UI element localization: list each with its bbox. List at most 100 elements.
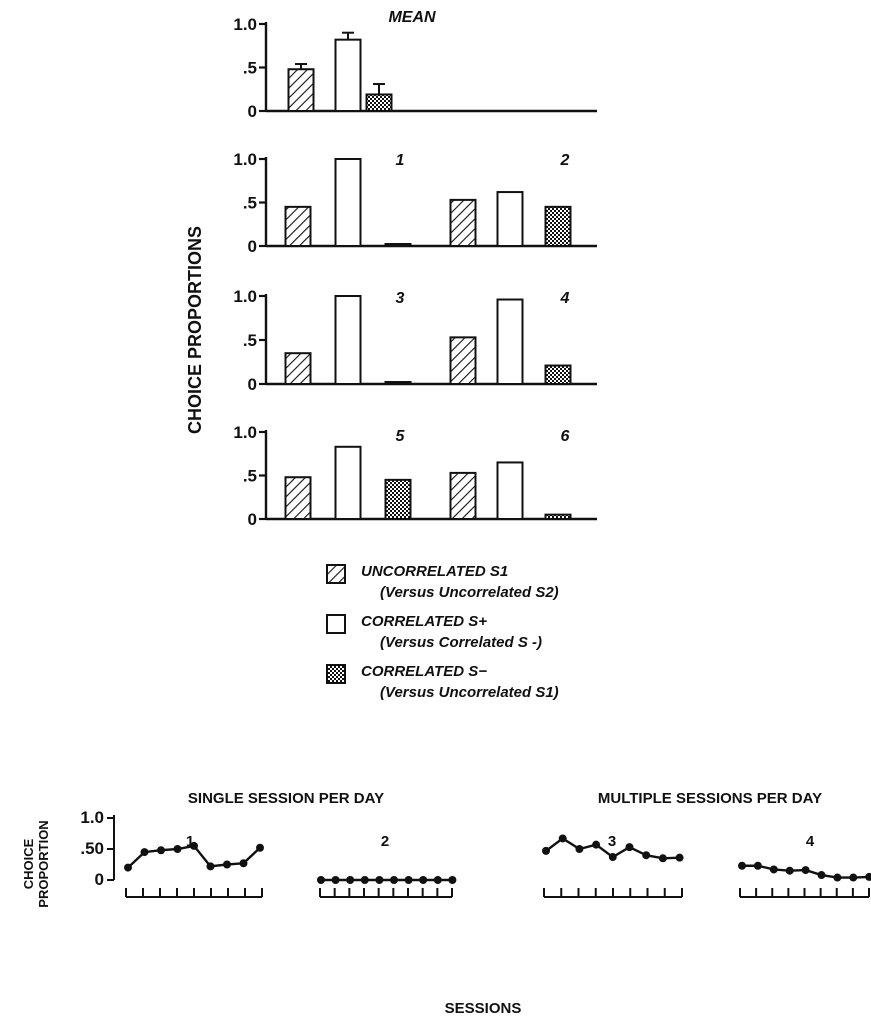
- bar: [384, 243, 412, 247]
- bar: [284, 205, 312, 248]
- bar: [334, 38, 362, 112]
- bar: [384, 478, 412, 521]
- bar: [449, 336, 477, 385]
- bar: [334, 445, 362, 521]
- data-point: [223, 860, 231, 869]
- data-point: [239, 859, 248, 868]
- panel-label: 4: [806, 833, 815, 850]
- bar: [334, 295, 362, 385]
- line-panel: 4: [738, 833, 871, 898]
- data-point: [801, 866, 810, 875]
- bar: [334, 158, 362, 247]
- data-point: [404, 876, 413, 884]
- legend: UNCORRELATED S1 (Versus Uncorrelated S2) C…: [326, 563, 559, 701]
- line-panel: 2: [317, 833, 457, 898]
- legend-sublabel: (Versus Correlated S -): [380, 634, 542, 651]
- y-tick-label: 1.0: [80, 808, 104, 827]
- data-point: [448, 876, 457, 884]
- data-point: [190, 841, 198, 850]
- data-point: [124, 863, 132, 872]
- y-tick-label: 0: [248, 102, 257, 121]
- panel-label: 1: [186, 833, 194, 850]
- line-chart: 1.0 .50 0 1 2 3 4: [80, 808, 871, 898]
- data-point: [173, 845, 182, 853]
- data-point: [419, 876, 428, 884]
- line-chart-ylabel-line-1: CHOICE: [21, 838, 36, 889]
- y-tick-label: .5: [243, 59, 257, 78]
- data-point: [317, 876, 325, 884]
- y-tick-label: 0: [248, 237, 257, 256]
- legend-sublabel: (Versus Uncorrelated S2): [380, 584, 559, 601]
- legend-sublabel: (Versus Uncorrelated S1): [380, 684, 559, 701]
- group-label: 6: [561, 428, 570, 445]
- bar: [544, 364, 572, 385]
- data-point: [738, 861, 746, 870]
- data-point: [785, 866, 794, 875]
- legend-label: CORRELATED S+: [361, 613, 487, 630]
- data-point: [206, 862, 215, 871]
- heading-single-session: SINGLE SESSION PER DAY: [188, 790, 384, 807]
- line-panel: 1: [124, 833, 264, 898]
- data-point: [575, 845, 584, 853]
- data-point: [360, 876, 369, 884]
- data-point: [625, 843, 634, 852]
- y-tick-label: .5: [243, 331, 257, 350]
- bar-panel: 1.0 .5 0 3 4: [233, 287, 597, 394]
- data-point: [849, 873, 858, 882]
- data-point: [331, 876, 340, 884]
- data-point: [592, 840, 601, 849]
- bar: [384, 381, 412, 385]
- y-tick-label: .5: [243, 194, 257, 213]
- data-point: [375, 876, 384, 884]
- bar: [544, 513, 572, 521]
- y-tick-label: .5: [243, 467, 257, 486]
- bar: [284, 476, 312, 520]
- bar: [449, 471, 477, 521]
- panel-title: MEAN: [388, 9, 436, 26]
- group-label: 4: [560, 290, 570, 307]
- bar: [365, 93, 393, 113]
- bar: [496, 191, 524, 247]
- y-tick-label: 0: [95, 870, 104, 889]
- data-point: [256, 843, 264, 852]
- data-point: [140, 848, 149, 857]
- data-point: [558, 834, 567, 843]
- bar: [284, 352, 312, 386]
- bar: [496, 298, 524, 385]
- bar: [449, 198, 477, 247]
- y-tick-label: 0: [248, 510, 257, 529]
- group-label: 1: [396, 152, 405, 169]
- legend-swatch: [326, 614, 346, 634]
- data-point: [865, 872, 871, 881]
- y-tick-label: 1.0: [233, 15, 257, 34]
- bar-chart-ylabel: CHOICE PROPORTIONS: [185, 226, 205, 434]
- y-tick-label: 1.0: [233, 287, 257, 306]
- bar: [496, 461, 524, 521]
- data-point: [433, 876, 442, 884]
- legend-label: CORRELATED S−: [361, 663, 487, 680]
- data-point: [817, 871, 826, 880]
- data-point: [157, 846, 165, 855]
- data-point: [675, 853, 684, 862]
- bar-panel: 1.0 .5 0 1 2: [233, 150, 597, 256]
- line-chart-xlabel: SESSIONS: [445, 1000, 522, 1017]
- data-point: [608, 853, 617, 862]
- bar-chart: 1.0 .5 0 MEAN 1.0 .5 0 1 2 1.0 .5 0 3 4 1.0 .5 0 5 6: [233, 9, 597, 529]
- legend-swatch: [326, 564, 346, 584]
- data-point: [642, 851, 651, 860]
- data-point: [346, 876, 355, 884]
- y-tick-label: 0: [248, 375, 257, 394]
- data-point: [833, 873, 842, 882]
- bar: [544, 205, 572, 248]
- line-panel: 3: [542, 833, 684, 898]
- data-point: [542, 846, 550, 855]
- bar-panel: 1.0 .5 0 MEAN: [233, 9, 597, 121]
- line-chart-ylabel-line-2: PROPORTION: [36, 820, 51, 907]
- group-label: 2: [560, 152, 570, 169]
- bar: [287, 68, 315, 112]
- y-tick-label: .50: [80, 839, 104, 858]
- data-point: [658, 854, 667, 863]
- y-tick-label: 1.0: [233, 423, 257, 442]
- data-point: [769, 865, 778, 874]
